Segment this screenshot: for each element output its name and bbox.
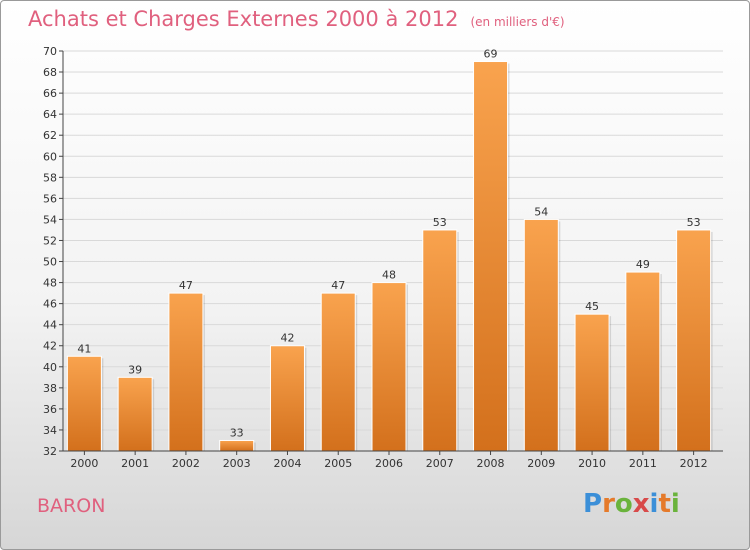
data-label: 42 [280, 332, 294, 345]
y-tick-label: 54 [43, 213, 57, 226]
y-tick-label: 40 [43, 361, 57, 374]
bar-2003 [219, 439, 255, 452]
bar-2002 [168, 292, 204, 452]
data-label: 53 [433, 216, 447, 229]
x-tick-label: 2006 [375, 457, 403, 470]
logo-letter: i [649, 489, 659, 519]
data-label: 49 [636, 258, 650, 271]
x-tick-label: 2008 [477, 457, 505, 470]
y-tick-label: 70 [43, 45, 57, 58]
y-tick-label: 38 [43, 382, 57, 395]
data-label: 47 [331, 279, 345, 292]
logo-letter: x [632, 489, 650, 519]
x-tick-label: 2004 [273, 457, 301, 470]
y-tick-label: 32 [43, 445, 57, 458]
x-tick-label: 2009 [527, 457, 555, 470]
logo-letter: P [583, 489, 603, 519]
data-label: 39 [128, 363, 142, 376]
y-tick-label: 68 [43, 66, 57, 79]
y-tick-label: 52 [43, 234, 57, 247]
bar-2005 [320, 292, 356, 452]
logo-letter: i [670, 489, 680, 519]
logo-letter: t [658, 489, 671, 519]
x-tick-label: 2000 [70, 457, 98, 470]
bar-2010 [574, 313, 610, 452]
y-tick-label: 36 [43, 403, 57, 416]
title-text: Achats et Charges Externes 2000 à 2012 [28, 7, 459, 31]
bar-2009 [523, 218, 559, 452]
bar-2007 [422, 229, 458, 452]
chart-title: Achats et Charges Externes 2000 à 2012 (e… [28, 7, 565, 31]
data-label: 69 [484, 48, 498, 61]
x-tick-label: 2012 [680, 457, 708, 470]
x-tick-label: 2005 [324, 457, 352, 470]
bar-2001 [117, 376, 153, 452]
bar-2006 [371, 282, 407, 452]
bars: 41 39 47 33 42 47 48 53 69 54 45 49 53 [66, 48, 713, 452]
place-name: BARON [37, 495, 106, 517]
logo-letter: o [614, 489, 633, 519]
bar-2012 [676, 229, 712, 452]
bar-2000 [66, 355, 102, 452]
x-tick-label: 2010 [578, 457, 606, 470]
bar-2011 [625, 271, 661, 452]
y-tick-label: 48 [43, 277, 57, 290]
bar-2004 [269, 345, 305, 452]
data-label: 54 [534, 205, 548, 218]
proxiti-logo: Proxiti [583, 489, 680, 519]
y-tick-label: 56 [43, 192, 57, 205]
data-label: 53 [687, 216, 701, 229]
data-label: 41 [77, 342, 91, 355]
x-tick-label: 2003 [223, 457, 251, 470]
x-axis: 2000 2001 2002 2003 2004 2005 2006 2007 2008 2009… [63, 450, 723, 470]
data-label: 33 [230, 426, 244, 439]
x-tick-label: 2007 [426, 457, 454, 470]
y-tick-label: 62 [43, 129, 57, 142]
y-tick-label: 50 [43, 256, 57, 269]
y-tick-label: 34 [43, 424, 57, 437]
y-tick-label: 64 [43, 108, 57, 121]
y-axis: 32 34 36 38 40 42 44 46 48 50 52 54 56 58 60 62 64 66 68 70 [43, 45, 64, 458]
x-tick-label: 2001 [121, 457, 149, 470]
unit-note: (en milliers d'€) [470, 15, 565, 29]
data-label: 48 [382, 269, 396, 282]
data-label: 45 [585, 300, 599, 313]
data-label: 47 [179, 279, 193, 292]
logo-letter: r [602, 489, 615, 519]
y-tick-label: 44 [43, 319, 57, 332]
y-tick-label: 66 [43, 87, 57, 100]
y-tick-label: 60 [43, 150, 57, 163]
x-tick-label: 2011 [629, 457, 657, 470]
x-tick-label: 2002 [172, 457, 200, 470]
y-tick-label: 58 [43, 171, 57, 184]
bar-2008 [473, 61, 509, 452]
y-tick-label: 42 [43, 340, 57, 353]
y-tick-label: 46 [43, 298, 57, 311]
